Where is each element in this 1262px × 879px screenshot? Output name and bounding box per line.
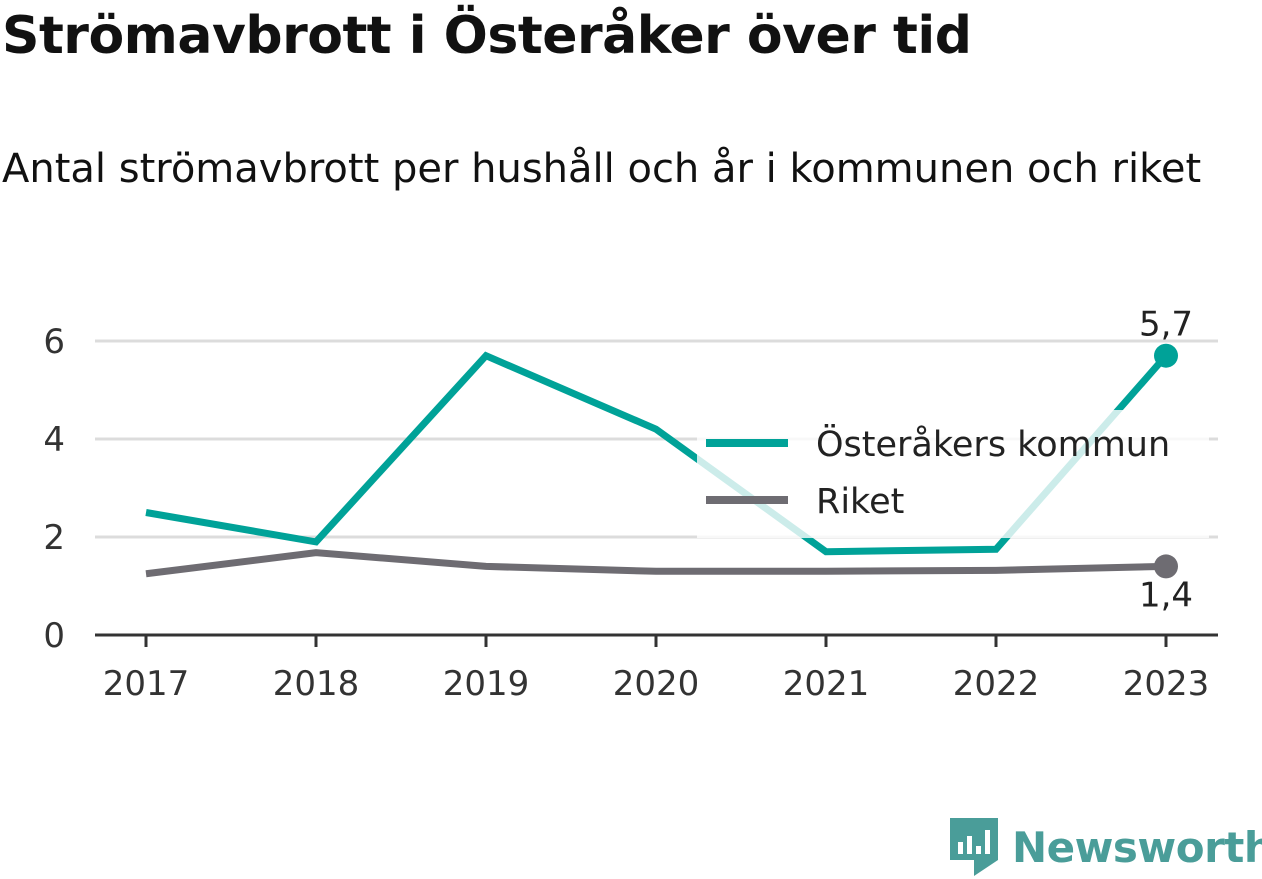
chart-subtitle: Antal strömavbrott per hushåll och år i … bbox=[2, 146, 1202, 192]
newsworthy-logo-icon bbox=[950, 818, 998, 876]
series-line bbox=[145, 351, 1169, 556]
end-points: 5,7 1,4 bbox=[1139, 305, 1193, 616]
legend-label: Riket bbox=[816, 482, 904, 522]
legend-background bbox=[697, 410, 1209, 538]
y-tick-label: 2 bbox=[43, 518, 65, 558]
chart-title: Strömavbrott i Österåker över tid bbox=[2, 6, 972, 66]
x-tick-label: 2019 bbox=[443, 664, 530, 704]
x-tick-label: 2021 bbox=[783, 664, 870, 704]
brand: Newsworthy bbox=[950, 818, 1262, 876]
end-label: 1,4 bbox=[1139, 575, 1193, 615]
brand-name: Newsworthy bbox=[1012, 822, 1262, 872]
end-point bbox=[1154, 554, 1178, 579]
x-tick-label: 2018 bbox=[273, 664, 360, 704]
y-tick-label: 0 bbox=[43, 616, 65, 656]
x-tick-label: 2017 bbox=[103, 664, 190, 704]
y-axis-ticks: 0 2 4 6 bbox=[43, 322, 65, 656]
y-tick-label: 4 bbox=[43, 420, 65, 460]
x-tick-label: 2023 bbox=[1123, 664, 1210, 704]
legend: Österåkers kommun Riket bbox=[697, 410, 1209, 538]
x-tick-label: 2020 bbox=[613, 664, 700, 704]
y-tick-label: 6 bbox=[43, 322, 65, 362]
end-point bbox=[1154, 343, 1178, 368]
x-axis: 2017 2018 2019 2020 2021 2022 2023 bbox=[95, 633, 1218, 704]
series-layer bbox=[145, 351, 1169, 578]
x-tick-label: 2022 bbox=[953, 664, 1040, 704]
legend-label: Österåkers kommun bbox=[816, 423, 1170, 465]
end-label: 5,7 bbox=[1139, 305, 1193, 345]
series-line bbox=[145, 549, 1167, 578]
